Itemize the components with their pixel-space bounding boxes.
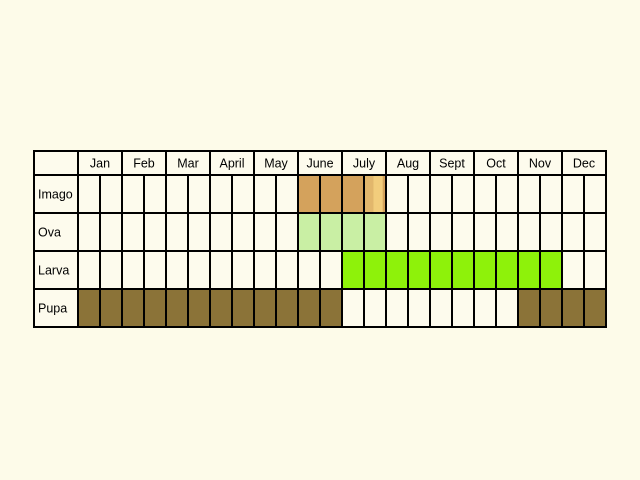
cell-pupa-jan-1: [78, 289, 100, 327]
month-label-feb: Feb: [133, 157, 155, 171]
cell-pupa-april-1: [210, 289, 232, 327]
cell-imago-june-1: [298, 175, 320, 213]
cell-ova-july-2: [364, 213, 386, 251]
month-label-july: July: [353, 157, 376, 171]
month-label-mar: Mar: [177, 157, 199, 171]
cell-pupa-june-2: [320, 289, 342, 327]
month-label-april: April: [219, 157, 244, 171]
row-label-ova: Ova: [38, 226, 61, 240]
cell-pupa-april-2: [232, 289, 254, 327]
cell-larva-july-2: [364, 251, 386, 289]
cell-pupa-feb-2: [144, 289, 166, 327]
cell-pupa-mar-2: [188, 289, 210, 327]
cell-pupa-mar-1: [166, 289, 188, 327]
row-label-pupa: Pupa: [38, 302, 67, 316]
row-label-larva: Larva: [38, 264, 69, 278]
cell-pupa-may-2: [276, 289, 298, 327]
cell-imago-june-2: [320, 175, 342, 213]
cell-larva-oct-1: [474, 251, 496, 289]
cell-imago-july-1: [342, 175, 364, 213]
cell-larva-sept-1: [430, 251, 452, 289]
cell-pupa-dec-1: [562, 289, 584, 327]
cell-larva-july-1: [342, 251, 364, 289]
month-label-jan: Jan: [90, 157, 110, 171]
month-label-sept: Sept: [439, 157, 465, 171]
cell-pupa-nov-1: [518, 289, 540, 327]
cell-larva-aug-1: [386, 251, 408, 289]
cell-larva-sept-2: [452, 251, 474, 289]
cell-pupa-dec-2: [584, 289, 606, 327]
cell-pupa-feb-1: [122, 289, 144, 327]
cell-ova-july-1: [342, 213, 364, 251]
cell-pupa-may-1: [254, 289, 276, 327]
month-label-oct: Oct: [486, 157, 506, 171]
cell-imago-july-2-shade-2: [373, 175, 383, 213]
month-label-dec: Dec: [573, 157, 595, 171]
cell-ova-june-2: [320, 213, 342, 251]
month-label-aug: Aug: [397, 157, 419, 171]
cell-pupa-nov-2: [540, 289, 562, 327]
grid-layer: [33, 150, 607, 328]
month-label-june: June: [306, 157, 333, 171]
text-layer: Jan Feb Mar April May June July Aug Sept Oct Nov De…: [38, 157, 595, 316]
cell-larva-aug-2: [408, 251, 430, 289]
cell-ova-june-1: [298, 213, 320, 251]
cell-pupa-jan-2: [100, 289, 122, 327]
cell-larva-oct-2: [496, 251, 518, 289]
row-label-imago: Imago: [38, 188, 73, 202]
month-label-may: May: [264, 157, 288, 171]
month-label-nov: Nov: [529, 157, 552, 171]
cell-pupa-june-1: [298, 289, 320, 327]
cell-imago-july-2-shade-1: [364, 175, 374, 213]
cell-larva-nov-2: [540, 251, 562, 289]
cell-larva-nov-1: [518, 251, 540, 289]
